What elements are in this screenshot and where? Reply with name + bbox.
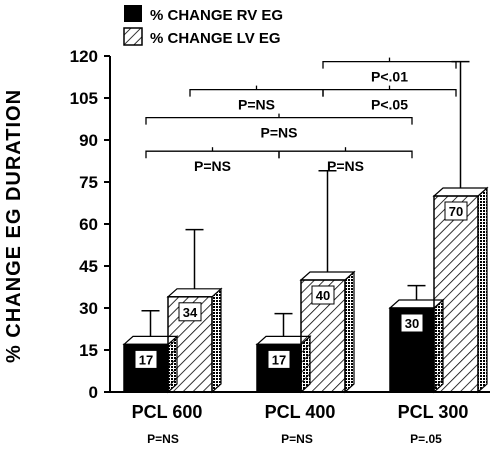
category-label-pcl-600: PCL 600 [132,402,203,422]
significance-bracket-1 [322,60,457,69]
significance-bracket-5 [145,150,280,159]
significance-label-1: P<.01 [371,69,408,85]
bar-pcl-400-lv-top [299,271,356,281]
bar-pcl-600-lv-top [166,288,223,298]
bar-pcl-400-lv-value-label: 40 [316,288,330,303]
bar-pcl-400-lv-side [344,270,355,394]
annotations: P<.01 P=NS P<.05 P=NS P=NS P=NS [145,57,457,174]
bar-pcl-600-lv-value-label: 34 [183,305,198,320]
bar-pcl-600-lv-side [211,287,222,394]
bar-pcl-600-rv-value-label: 17 [139,352,153,367]
bar-pcl-400-rv-value-box [267,349,291,369]
bar-pcl-300-rv [389,307,435,393]
y-axis-title: % CHANGE EG DURATION [3,89,25,363]
y-tick-label-105: 105 [70,89,98,108]
significance-bracket-6 [278,150,413,159]
y-tick-label-60: 60 [79,215,98,234]
significance-label-2: P=NS [238,97,275,113]
bar-pcl-300-rv-value-label: 30 [405,316,419,331]
y-tick-label-15: 15 [79,341,98,360]
bar-pcl-300-lv-side [477,186,488,394]
bar-pcl-400-rv-value-label: 17 [272,352,286,367]
bar-pcl-300-lv [433,195,479,393]
bar-pcl-300-lv-top [432,187,489,197]
category-label-pcl-400: PCL 400 [265,402,336,422]
bar-pcl-400-lv-value-box [311,285,335,305]
y-tick-label-120: 120 [70,47,98,66]
bar-pcl-300-rv-value-box [400,313,424,333]
legend: % CHANGE RV EG % CHANGE LV EG [123,5,283,47]
significance-label-3: P<.05 [371,97,408,113]
category-significance-pcl-300: P=.05 [410,432,442,446]
bar-pcl-600-lv-value-box [178,302,202,322]
significance-label-6: P=NS [327,158,364,174]
significance-bracket-3 [322,88,457,97]
legend-label-rv: % CHANGE RV EG [150,7,283,24]
significance-label-4: P=NS [261,125,298,141]
legend-label-lv: % CHANGE LV EG [150,30,281,47]
y-tick-label-75: 75 [79,173,98,192]
bar-pcl-300-lv-value-label: 70 [449,204,463,219]
category-labels: PCL 600 PCL 400 PCL 300 P=NS P=NS P=.05 [132,402,469,446]
category-label-pcl-300: PCL 300 [398,402,469,422]
category-significance-pcl-600: P=NS [147,432,179,446]
y-tick-label-30: 30 [79,299,98,318]
y-tick-label-45: 45 [79,257,98,276]
significance-label-5: P=NS [194,158,231,174]
bar-pcl-600-rv-value-box [134,349,158,369]
y-tick-label-0: 0 [89,383,98,402]
significance-bracket-4 [145,116,413,125]
y-ticks: 0 15 30 45 60 75 90 105 120 [70,47,110,402]
bars: 17 34 17 40 30 70 [122,60,489,394]
legend-swatch-lv [123,27,143,46]
significance-bracket-2 [189,88,324,97]
category-significance-pcl-400: P=NS [281,432,313,446]
legend-swatch-rv [124,5,142,22]
y-tick-label-90: 90 [79,131,98,150]
bar-pcl-300-lv-value-box [444,201,468,221]
